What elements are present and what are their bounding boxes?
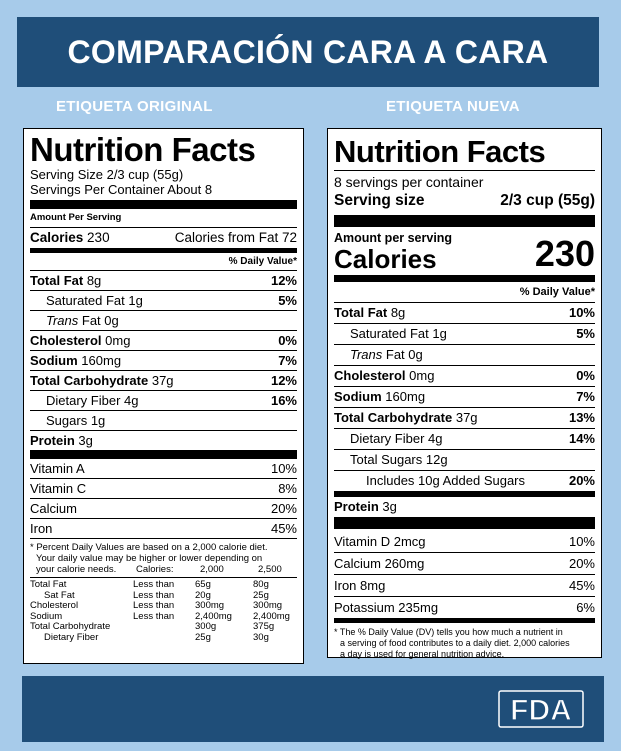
footer-bar: FDA (22, 676, 604, 742)
original-nutrient-row: Sodium 160mg 7% (30, 350, 297, 370)
new-serving-size-row: Serving size 2/3 cup (55g) (334, 192, 595, 209)
thick-divider (30, 450, 297, 459)
new-nutrient-row: Total Fat 8g 10% (334, 302, 595, 323)
thick-divider (30, 200, 297, 209)
new-nutrient-row: Total Sugars 12g (334, 449, 595, 470)
new-vitamin-row: Vitamin D 2mcg 10% (334, 534, 595, 549)
original-nutrient-row: Sugars 1g (30, 410, 297, 430)
original-servings-per-container: Servings Per Container About 8 (30, 182, 213, 197)
page-title: COMPARACIÓN CARA A CARA (17, 17, 599, 87)
new-nutrient-row: Saturated Fat 1g 5% (334, 323, 595, 344)
new-vitamin-row: Calcium 260mg 20% (334, 552, 595, 574)
original-nutrient-row: Total Carbohydrate 37g 12% (30, 370, 297, 390)
new-nutrient-row: Cholesterol 0mg 0% (334, 365, 595, 386)
new-nutrient-row: Sodium 160mg 7% (334, 386, 595, 407)
thick-divider (334, 275, 595, 282)
thick-divider (334, 517, 595, 529)
new-nutrient-row: Trans Fat 0g (334, 344, 595, 365)
original-calories-from-fat: Calories from Fat 72 (174, 230, 297, 245)
original-nutrient-row: Total Fat 8g 12% (30, 270, 297, 290)
original-daily-values-table: Total Fat Less than 65g 80g Sat Fat Less tha… (30, 579, 290, 643)
original-nutrient-row: Trans Fat 0g (30, 310, 297, 330)
fda-logo-icon: FDA (498, 690, 584, 728)
new-label-heading: ETIQUETA NUEVA (386, 98, 520, 115)
new-daily-value-header: % Daily Value* (519, 286, 595, 298)
new-vitamin-row: Iron 8mg 45% (334, 574, 595, 596)
original-nutrition-label: Nutrition Facts Serving Size 2/3 cup (55… (23, 128, 304, 664)
original-nutrient-row: Dietary Fiber 4g 16% (30, 390, 297, 410)
new-nutrition-label: Nutrition Facts 8 servings per container… (327, 128, 602, 659)
original-vitamin-row: Calcium 20% (30, 498, 297, 518)
new-nutrient-row: Includes 10g Added Sugars 20% (334, 470, 595, 491)
original-footnote: * Percent Daily Values are based on a 2,… (30, 542, 282, 575)
original-daily-value-header: % Daily Value* (228, 256, 297, 267)
original-calories-row: Calories 230 Calories from Fat 72 (30, 227, 297, 248)
original-calories-label: Calories (30, 230, 84, 245)
new-calories-block: Amount per serving Calories 230 (334, 231, 595, 274)
original-calories-value: 230 (87, 230, 110, 245)
new-vitamin-row: Potassium 235mg 6% (334, 596, 595, 618)
original-vitamin-row: Vitamin C 8% (30, 478, 297, 498)
thick-divider (334, 618, 595, 623)
new-nutrient-row: Dietary Fiber 4g 14% (334, 428, 595, 449)
thick-divider (30, 248, 297, 253)
new-nutrient-row: Protein 3g (334, 491, 595, 517)
original-nutrient-row: Cholesterol 0mg 0% (30, 330, 297, 350)
new-title: Nutrition Facts (334, 134, 546, 169)
original-nutrient-row: Protein 3g (30, 430, 297, 450)
original-label-heading: ETIQUETA ORIGINAL (56, 98, 213, 115)
new-footnote: * The % Daily Value (DV) tells you how m… (334, 627, 570, 659)
new-nutrient-row: Total Carbohydrate 37g 13% (334, 407, 595, 428)
svg-text:FDA: FDA (510, 694, 572, 727)
original-serving-size: Serving Size 2/3 cup (55g) (30, 167, 184, 182)
original-vitamin-row: Iron 45% (30, 518, 297, 538)
thick-divider (334, 215, 595, 227)
original-amount-per-serving: Amount Per Serving (30, 212, 122, 223)
new-servings-per-container: 8 servings per container (334, 174, 484, 190)
original-title: Nutrition Facts (30, 131, 256, 168)
original-vitamin-row: Vitamin A 10% (30, 461, 297, 476)
original-nutrient-row: Saturated Fat 1g 5% (30, 290, 297, 310)
